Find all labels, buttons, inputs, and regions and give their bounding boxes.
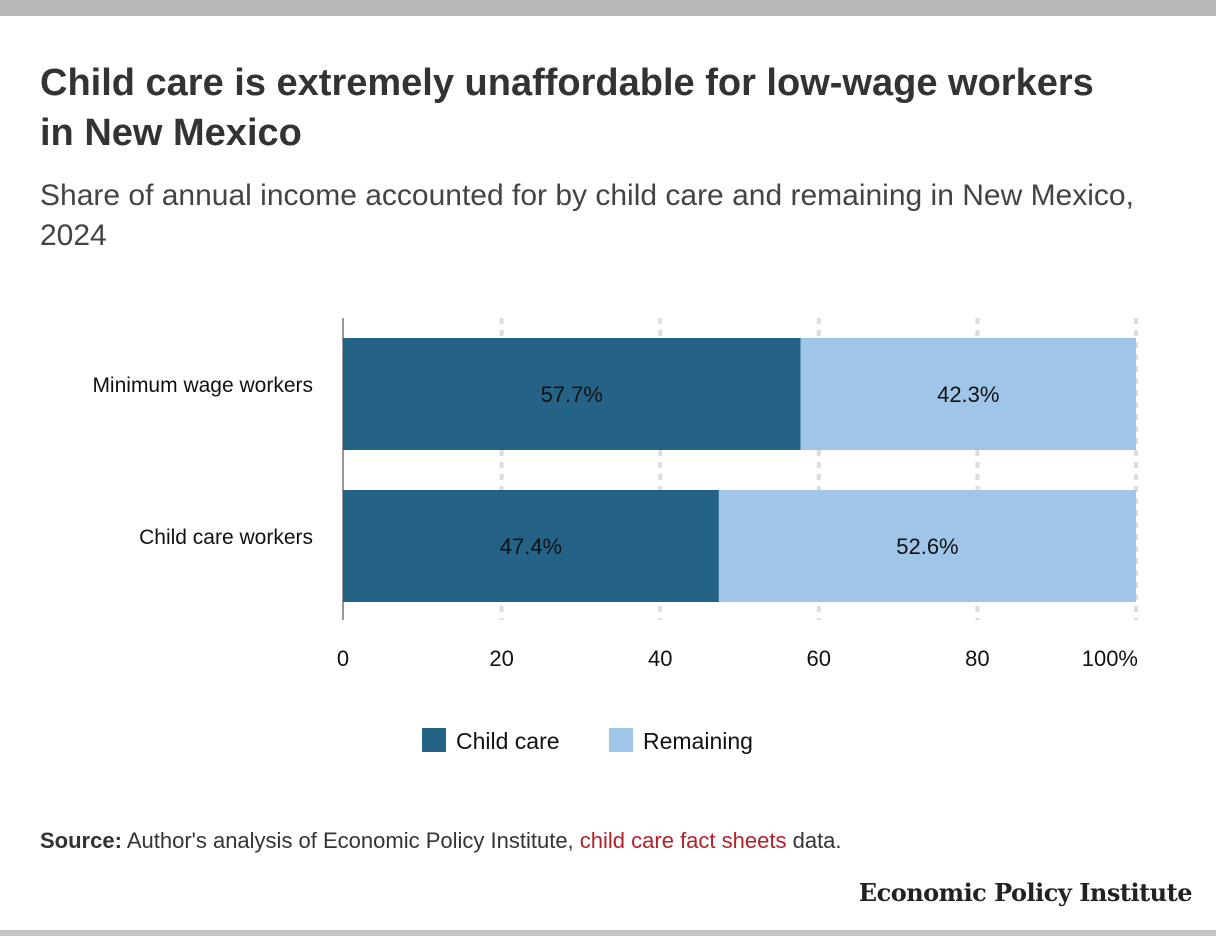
- chart-subtitle: Share of annual income accounted for by …: [40, 179, 1134, 252]
- publisher-logo: Economic Policy Institute: [858, 878, 1193, 907]
- top-border: [0, 0, 1216, 16]
- data-label: 52.6%: [896, 534, 958, 559]
- source-label: Source:: [40, 828, 122, 853]
- bottom-border: [0, 930, 1216, 936]
- data-label: 47.4%: [500, 534, 562, 559]
- stacked-bar-chart: 0 20 40 60 80 100% 57.7% 42.3% Minimum wage work…: [92, 318, 1138, 754]
- legend-label-remaining: Remaining: [643, 728, 753, 754]
- x-tick-label: 80: [965, 646, 989, 671]
- legend-label-child-care: Child care: [456, 728, 560, 754]
- source-text: Author's analysis of Economic Policy Ins…: [126, 828, 574, 853]
- x-tick-label: 20: [489, 646, 513, 671]
- data-label: 57.7%: [541, 382, 603, 407]
- category-label: Minimum wage workers: [92, 374, 313, 397]
- legend-swatch-remaining: [609, 728, 633, 752]
- source-note: Source: Author's analysis of Economic Po…: [40, 828, 842, 854]
- bar-remaining: [800, 338, 1136, 450]
- legend-swatch-child-care: [422, 728, 446, 752]
- chart-title: Child care is extremely unaffordable for…: [40, 62, 1094, 154]
- bar-child-care: [343, 338, 801, 450]
- bar-remaining: [718, 490, 1136, 602]
- source-text-end: data.: [792, 828, 842, 853]
- data-label: 42.3%: [937, 382, 999, 407]
- x-tick-label: 100%: [1082, 646, 1138, 671]
- bar-child-care: [343, 490, 719, 602]
- x-tick-label: 40: [648, 646, 672, 671]
- x-tick-label: 0: [337, 646, 349, 671]
- category-label: Child care workers: [139, 526, 313, 549]
- source-link[interactable]: child care fact sheets: [579, 828, 787, 853]
- x-tick-label: 60: [807, 646, 831, 671]
